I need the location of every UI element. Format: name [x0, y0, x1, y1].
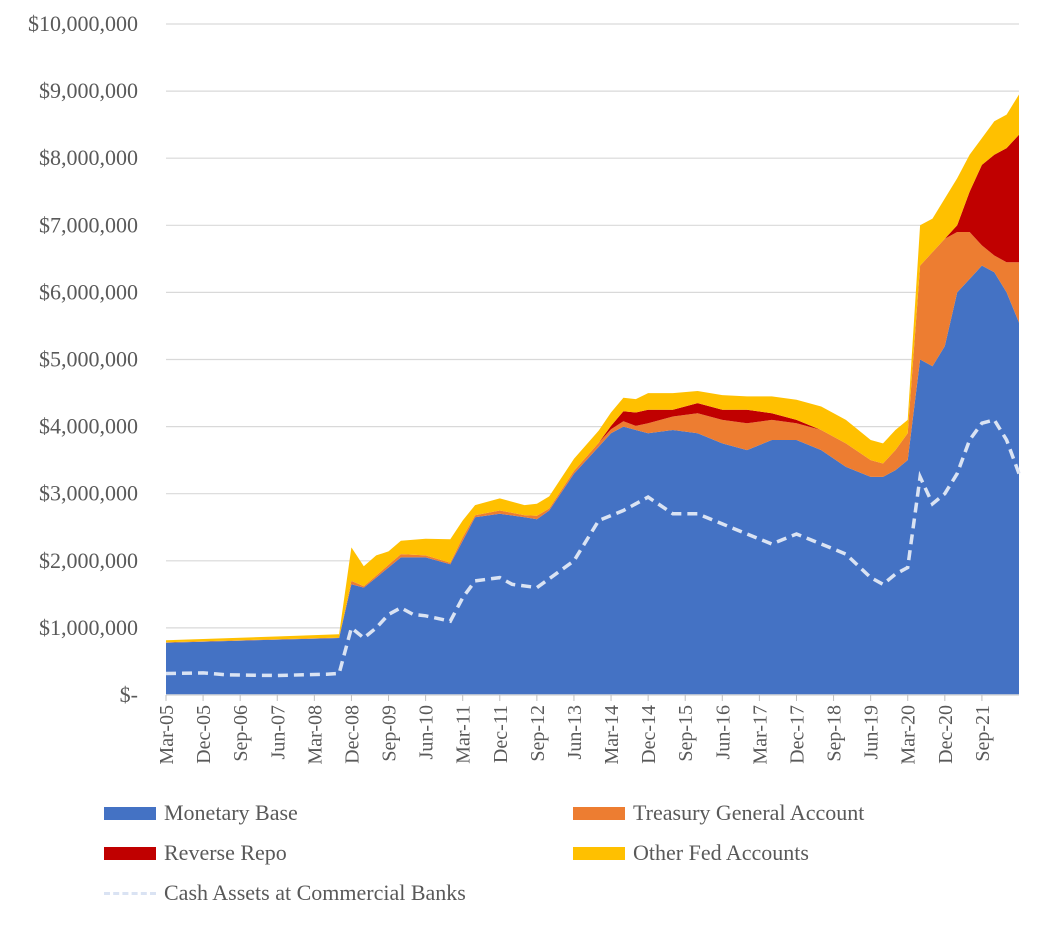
x-tick-label: Mar-11 [453, 705, 475, 764]
x-tick-label: Sep-09 [379, 705, 401, 762]
x-tick-label: Jun-07 [267, 705, 289, 759]
area-monetary-base [166, 265, 1019, 695]
y-tick-label: $6,000,000 [39, 279, 138, 304]
x-tick-label: Dec-17 [787, 705, 809, 764]
x-tick-label: Jun-10 [416, 705, 438, 759]
area-treasury-general-account [166, 232, 1019, 643]
line-cash-assets [165, 417, 1021, 678]
y-tick-label: $3,000,000 [39, 481, 138, 506]
y-tick-label: $5,000,000 [39, 347, 138, 372]
y-tick-label: $4,000,000 [39, 414, 138, 439]
x-tick-label: Sep-06 [230, 705, 252, 762]
x-tick-label: Jun-19 [861, 705, 883, 759]
y-tick-label: $2,000,000 [39, 548, 138, 573]
x-tick-label: Sep-21 [972, 705, 994, 762]
gridlines [166, 23, 1019, 629]
x-tick-label: Jun-13 [564, 705, 586, 759]
x-tick-label: Dec-11 [490, 705, 512, 763]
x-tick-label: Dec-14 [638, 705, 660, 764]
x-tick-label: Mar-14 [601, 705, 623, 765]
x-tick-label: Mar-17 [749, 705, 771, 765]
x-tick-label: Mar-08 [304, 705, 326, 765]
x-tick-label: Sep-15 [675, 705, 697, 762]
y-tick-label: $10,000,000 [28, 11, 138, 36]
x-tick-label: Dec-20 [935, 705, 957, 764]
y-tick-label: $1,000,000 [39, 615, 138, 640]
cash-assets-line-layer [165, 417, 1021, 678]
area-series-layer [166, 94, 1019, 695]
x-tick-label: Mar-20 [898, 705, 920, 765]
x-tick-label: Jun-16 [712, 705, 734, 759]
x-tick-label: Dec-08 [341, 705, 363, 764]
y-tick-label: $- [120, 682, 138, 707]
y-tick-label: $8,000,000 [39, 145, 138, 170]
x-tick-label: Sep-18 [824, 705, 846, 762]
axes: $- $1,000,000 $2,000,000 $3,000,000 $4,000,0… [28, 11, 1019, 765]
x-tick-label: Dec-05 [193, 705, 215, 764]
x-tick-label: Mar-05 [156, 705, 178, 765]
y-tick-label: $9,000,000 [39, 78, 138, 103]
x-tick-label: Sep-12 [527, 705, 549, 762]
y-tick-label: $7,000,000 [39, 212, 138, 237]
